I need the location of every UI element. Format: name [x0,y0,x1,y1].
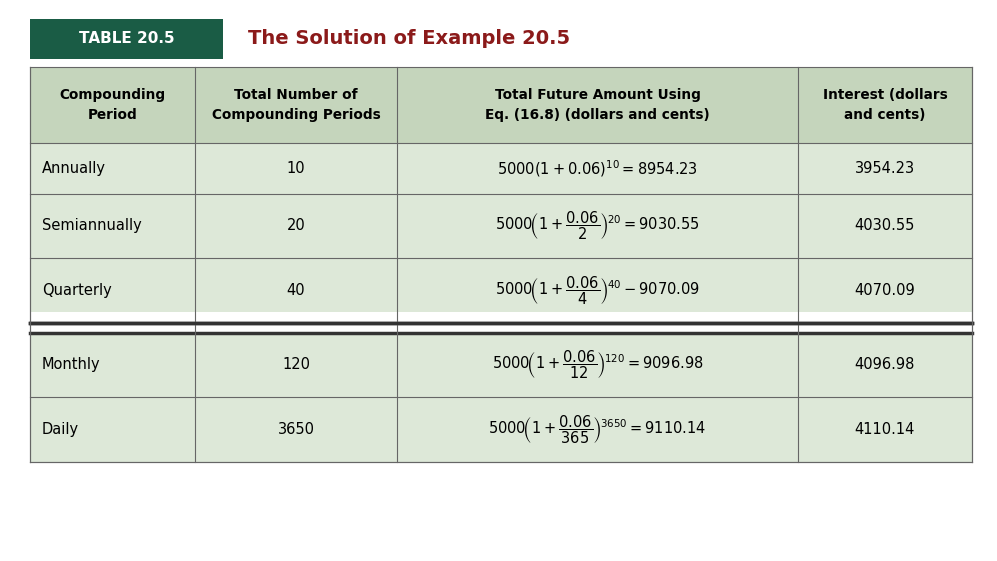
Text: 4096.98: 4096.98 [854,357,915,373]
Text: 4070.09: 4070.09 [854,283,915,298]
Bar [30,194,972,258]
Text: Annually: Annually [42,161,106,176]
Text: $5000\!\left(1+\dfrac{0.06}{2}\right)^{\!20} = 9030.55$: $5000\!\left(1+\dfrac{0.06}{2}\right)^{\… [496,209,700,242]
Text: The Solution of Example 20.5: The Solution of Example 20.5 [248,29,570,48]
Text: TABLE 20.5: TABLE 20.5 [79,31,174,46]
Text: 120: 120 [282,357,310,373]
Text: Total Future Amount Using
Eq. (16.8) (dollars and cents): Total Future Amount Using Eq. (16.8) (do… [486,89,710,122]
Text: Quarterly: Quarterly [42,283,112,298]
Text: $5000(1 + 0.06)^{10} = 8954.23$: $5000(1 + 0.06)^{10} = 8954.23$ [498,158,698,178]
Bar [30,312,972,323]
Text: Interest (dollars
and cents): Interest (dollars and cents) [823,89,947,122]
Bar [30,67,972,143]
Text: 4110.14: 4110.14 [854,422,915,437]
Text: Daily: Daily [42,422,79,437]
Bar [30,333,972,397]
Text: 10: 10 [287,161,305,176]
Bar [30,19,223,59]
Text: $5000\!\left(1+\dfrac{0.06}{12}\right)^{\!120} = 9096.98$: $5000\!\left(1+\dfrac{0.06}{12}\right)^{… [492,348,703,381]
Text: $5000\!\left(1+\dfrac{0.06}{4}\right)^{\!40} - 9070.09$: $5000\!\left(1+\dfrac{0.06}{4}\right)^{\… [496,274,700,307]
Text: Total Number of
Compounding Periods: Total Number of Compounding Periods [211,89,381,122]
Text: 3650: 3650 [277,422,315,437]
Text: 40: 40 [287,283,305,298]
Text: 4030.55: 4030.55 [854,218,915,233]
Text: $5000\!\left(1+\dfrac{0.06}{365}\right)^{\!3650} = 9110.14$: $5000\!\left(1+\dfrac{0.06}{365}\right)^… [489,413,707,446]
Bar [30,397,972,462]
Text: 20: 20 [287,218,305,233]
Bar [30,143,972,194]
Text: 3954.23: 3954.23 [854,161,915,176]
Text: Compounding
Period: Compounding Period [59,89,166,122]
Bar [30,258,972,323]
Text: Monthly: Monthly [42,357,101,373]
Text: Semiannually: Semiannually [42,218,142,233]
